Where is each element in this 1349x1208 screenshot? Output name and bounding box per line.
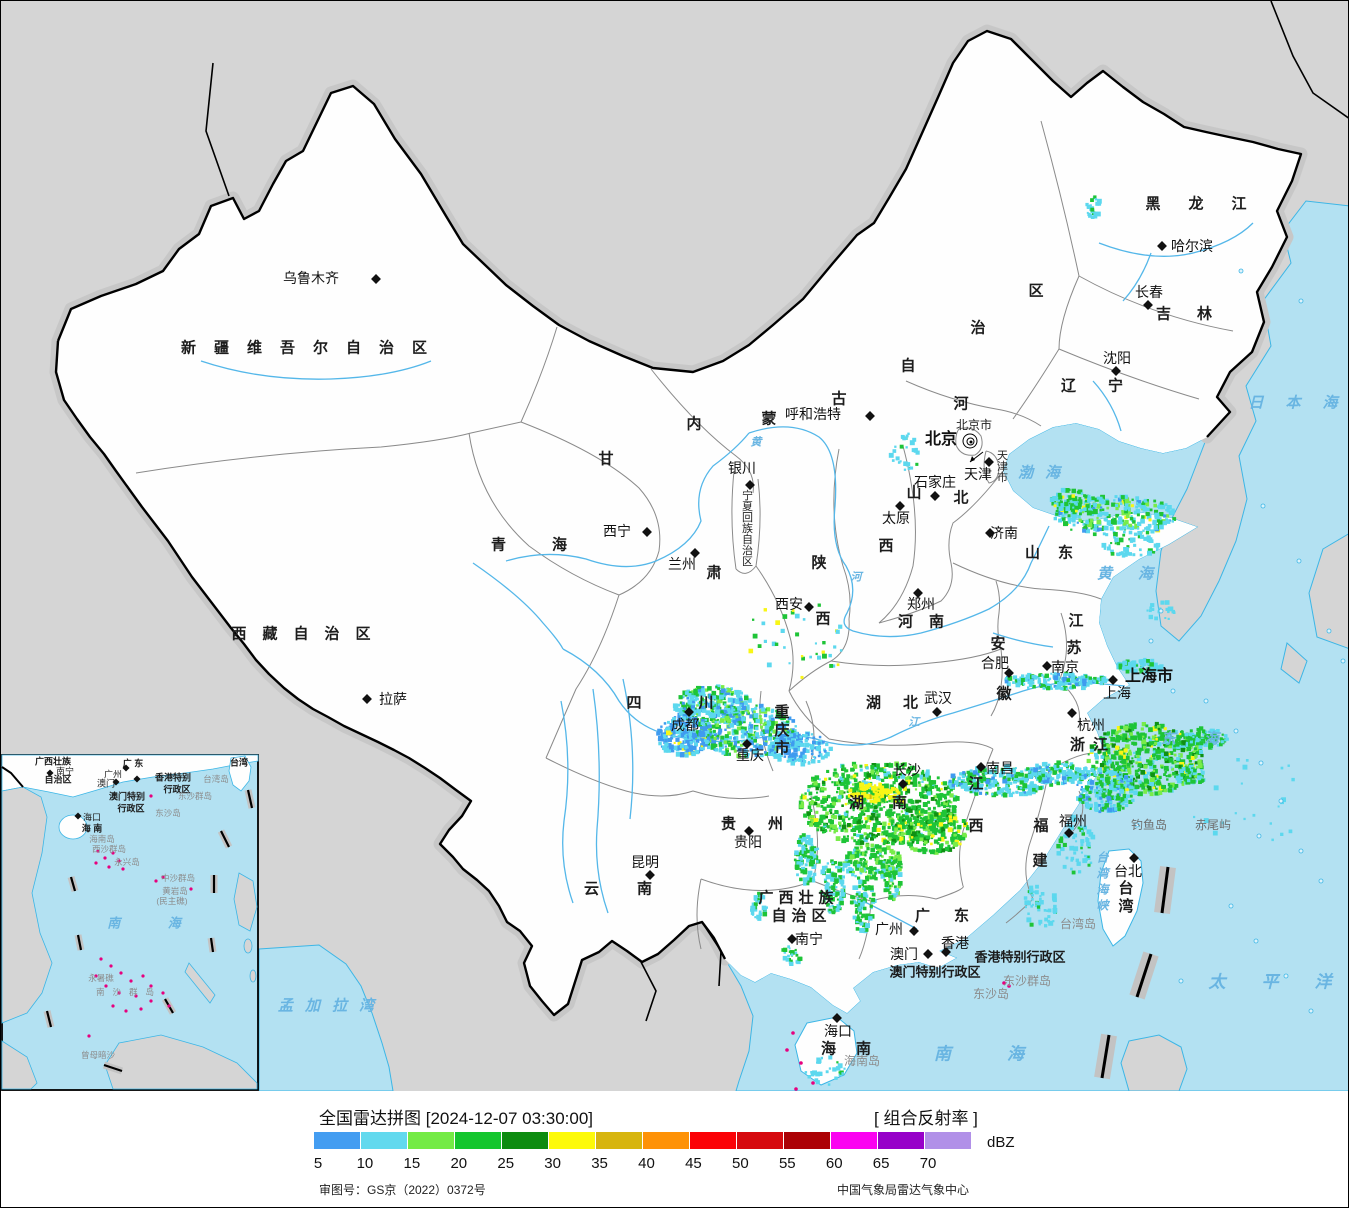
island-luzon [1120, 1034, 1188, 1091]
inset-ph-island [249, 969, 257, 983]
colorbar-segment-35 [596, 1132, 643, 1149]
legend-title: 全国雷达拼图 [2024-12-07 03:30:00] [319, 1109, 594, 1128]
china-radar-map: 新疆维吾尔自治区 西藏自治区 青海甘肃内蒙古自治区黑龙江 吉林 辽宁河北山西山东 河南陕西… [1, 1, 1348, 1093]
colorbar-segment-45 [690, 1132, 737, 1149]
colorbar-tick-10: 10 [356, 1155, 374, 1172]
sea-bay-of-bengal [258, 944, 394, 1091]
china-border [54, 29, 1303, 1017]
annotations [969, 451, 984, 463]
colorbar-segment-15 [408, 1132, 455, 1149]
colorbar-segment-30 [549, 1132, 596, 1149]
rivers [200, 222, 1254, 930]
legend-panel: 全国雷达拼图 [2024-12-07 03:30:00] [ 组合反射率 ] d… [1, 1091, 1348, 1207]
data-source-credit: 中国气象局雷达气象中心 [837, 1183, 970, 1197]
legend-product: [ 组合反射率 ] [874, 1109, 978, 1128]
inset-malay [1, 1040, 38, 1090]
colorbar-tick-65: 65 [872, 1155, 890, 1172]
colorbar-tick-70: 70 [919, 1155, 937, 1172]
colorbar-tick-60: 60 [825, 1155, 843, 1172]
colorbar-tick-35: 35 [591, 1155, 608, 1172]
radar-echo-layer [656, 195, 1295, 1086]
colorbar-tick-25: 25 [497, 1155, 515, 1172]
colorbar-tick-50: 50 [732, 1155, 749, 1172]
colorbar-tick-20: 20 [450, 1155, 468, 1172]
island-tsushima [1280, 642, 1308, 684]
colorbar-segment-50 [737, 1132, 784, 1149]
colorbar-segment-20 [455, 1132, 502, 1149]
map-approval-number: 审图号：GS京（2022）0372号 [319, 1183, 486, 1197]
inset-palawan [184, 962, 216, 1004]
inset-taiwan [228, 755, 252, 792]
island-kyushu [1308, 533, 1348, 649]
colorbar-segment-40 [643, 1132, 690, 1149]
dbz-unit-label: dBZ [987, 1134, 1015, 1151]
inset-vietnam [1, 786, 53, 1024]
colorbar-tick-45: 45 [685, 1155, 702, 1172]
inset-china-vietnam-border [1, 766, 24, 788]
inset-luzon [233, 872, 258, 932]
inset-map [1, 754, 259, 1091]
colorbar-tick-15: 15 [403, 1155, 421, 1172]
colorbar-tick-55: 55 [778, 1155, 796, 1172]
colorbar-segment-70 [925, 1132, 971, 1149]
colorbar-tick-5: 5 [313, 1155, 323, 1172]
colorbar-segment-65 [878, 1132, 925, 1149]
inset-borneo [104, 1034, 258, 1090]
dbz-colorbar [314, 1132, 971, 1149]
inset-ph-island [243, 938, 253, 954]
nine-dash-line [1094, 865, 1176, 1080]
colorbar-segment-10 [361, 1132, 408, 1149]
colorbar-tick-40: 40 [638, 1155, 655, 1172]
inset-nine-dash-line [43, 789, 256, 1075]
inset-island-dots [87, 794, 193, 1038]
colorbar-segment-5 [314, 1132, 361, 1149]
colorbar-segment-25 [502, 1132, 549, 1149]
inset-hainan [58, 814, 88, 840]
colorbar-tick-30: 30 [544, 1155, 561, 1172]
colorbar-segment-55 [784, 1132, 831, 1149]
map-canvas [1, 1, 1348, 1091]
foreign-borders [205, 1, 1348, 1022]
colorbar-segment-60 [831, 1132, 878, 1149]
island-dots [785, 268, 1346, 1091]
